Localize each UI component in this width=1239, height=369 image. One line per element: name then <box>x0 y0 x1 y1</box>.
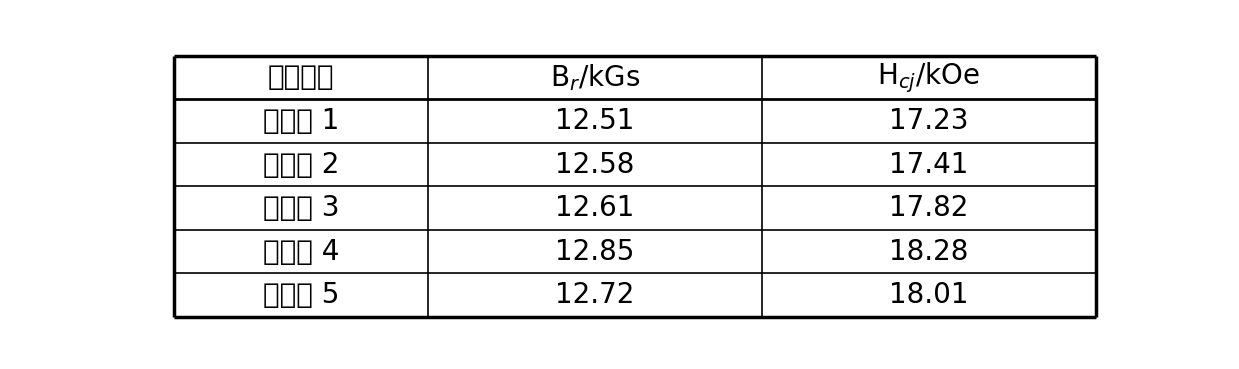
Text: 17.23: 17.23 <box>890 107 969 135</box>
Text: H$_{cj}$/kOe: H$_{cj}$/kOe <box>877 60 980 95</box>
Text: 实施例 2: 实施例 2 <box>263 151 339 179</box>
Text: 实施例 5: 实施例 5 <box>263 281 339 309</box>
Text: 实施例 1: 实施例 1 <box>263 107 339 135</box>
Text: 17.41: 17.41 <box>890 151 969 179</box>
Text: 实施例 3: 实施例 3 <box>263 194 339 222</box>
Text: 18.28: 18.28 <box>890 238 969 266</box>
Text: 实施例 4: 实施例 4 <box>263 238 339 266</box>
Text: 12.61: 12.61 <box>555 194 634 222</box>
Text: 12.51: 12.51 <box>555 107 634 135</box>
Text: 18.01: 18.01 <box>890 281 969 309</box>
Text: 17.82: 17.82 <box>890 194 969 222</box>
Text: 12.85: 12.85 <box>555 238 634 266</box>
Text: B$_r$/kGs: B$_r$/kGs <box>550 62 639 93</box>
Text: 12.58: 12.58 <box>555 151 634 179</box>
Text: 检测项目: 检测项目 <box>268 63 335 92</box>
Text: 12.72: 12.72 <box>555 281 634 309</box>
